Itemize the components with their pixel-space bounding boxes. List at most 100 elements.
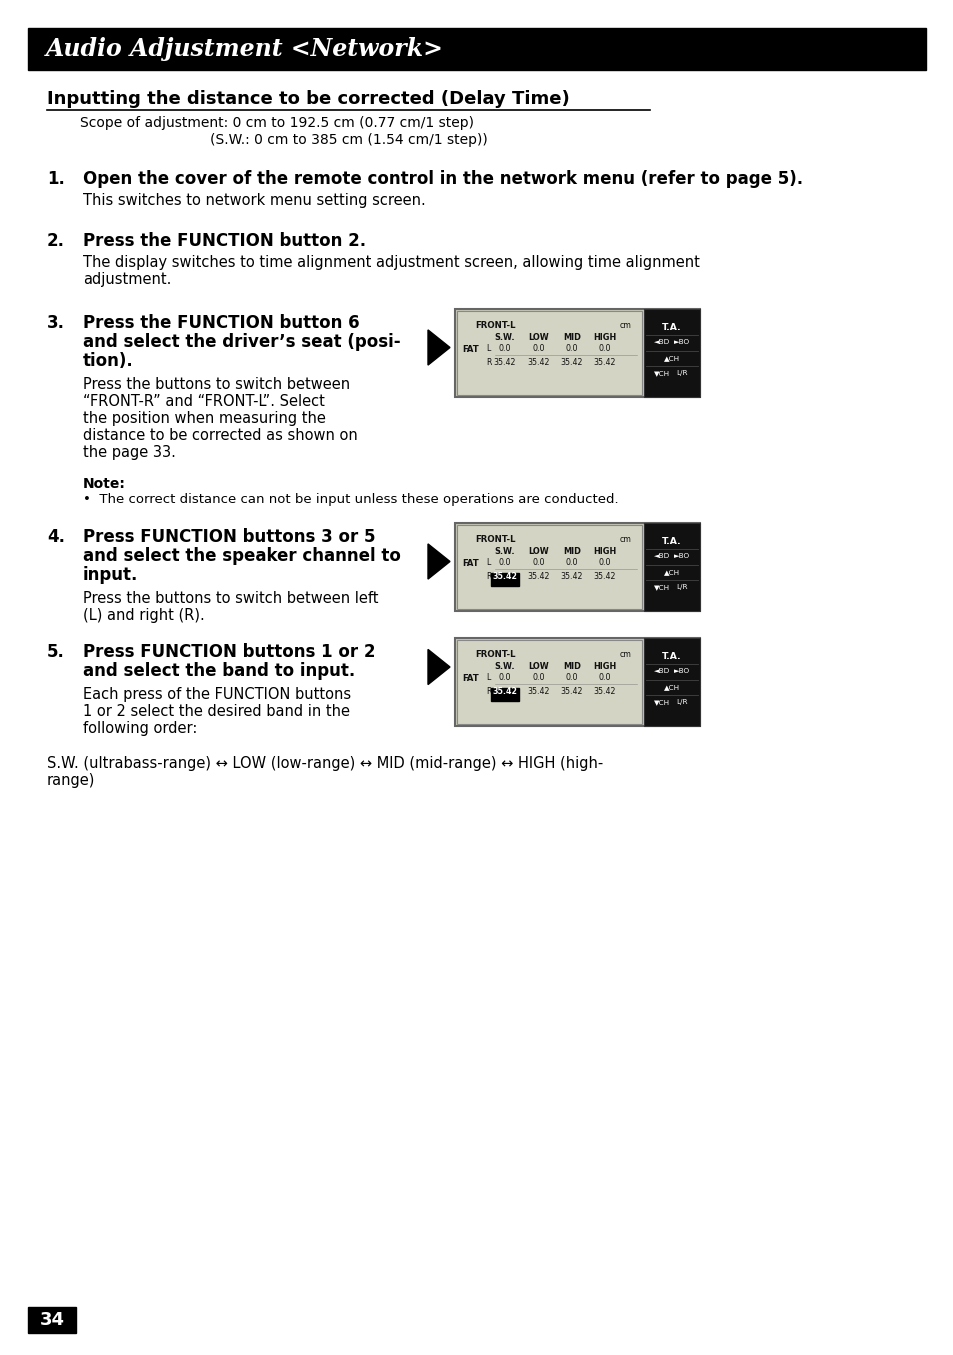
Text: 0.0: 0.0: [498, 344, 511, 354]
Text: LOW: LOW: [528, 663, 549, 671]
Text: 0.0: 0.0: [532, 558, 545, 566]
Text: and select the speaker channel to: and select the speaker channel to: [83, 547, 400, 565]
Text: Press FUNCTION buttons 3 or 5: Press FUNCTION buttons 3 or 5: [83, 528, 375, 546]
Text: Scope of adjustment: 0 cm to 192.5 cm (0.77 cm/1 step): Scope of adjustment: 0 cm to 192.5 cm (0…: [80, 117, 474, 130]
Text: ▼CH: ▼CH: [653, 699, 669, 705]
Text: MID: MID: [562, 547, 580, 556]
Text: ◄BD: ◄BD: [653, 553, 669, 560]
Text: HIGH: HIGH: [593, 547, 616, 556]
Text: T.A.: T.A.: [661, 537, 681, 546]
Text: S.W.: S.W.: [495, 333, 515, 341]
Text: adjustment.: adjustment.: [83, 272, 172, 287]
Text: and select the driver’s seat (posi-: and select the driver’s seat (posi-: [83, 333, 400, 351]
Text: Inputting the distance to be corrected (Delay Time): Inputting the distance to be corrected (…: [47, 89, 569, 108]
Text: LOW: LOW: [528, 547, 549, 556]
Text: 0.0: 0.0: [598, 344, 611, 354]
Polygon shape: [428, 543, 450, 579]
Text: ◄BD: ◄BD: [653, 668, 669, 673]
Text: 0.0: 0.0: [565, 558, 578, 566]
Text: ►BO: ►BO: [673, 553, 689, 560]
Bar: [491, 573, 518, 585]
Text: FRONT-L: FRONT-L: [475, 650, 515, 659]
Text: 35.42: 35.42: [593, 572, 616, 581]
Text: ▼CH: ▼CH: [653, 584, 669, 589]
Text: (L) and right (R).: (L) and right (R).: [83, 608, 205, 623]
Text: 3.: 3.: [47, 314, 65, 332]
Text: R: R: [485, 572, 491, 581]
Bar: [456, 312, 641, 396]
Text: 35.42: 35.42: [560, 358, 582, 367]
Text: cm: cm: [619, 321, 631, 331]
Bar: [28, 28, 925, 70]
Text: ▲CH: ▲CH: [663, 355, 679, 360]
Text: 5.: 5.: [47, 644, 65, 661]
Text: 35.42: 35.42: [593, 358, 616, 367]
Text: Press the buttons to switch between: Press the buttons to switch between: [83, 377, 350, 392]
Bar: [455, 638, 700, 726]
Text: 34: 34: [39, 1312, 65, 1329]
Text: FAT: FAT: [461, 560, 478, 568]
Text: 35.42: 35.42: [593, 687, 616, 696]
Bar: [456, 640, 641, 724]
Text: 0.0: 0.0: [498, 673, 511, 682]
Bar: [28, 1308, 76, 1333]
Text: MID: MID: [562, 663, 580, 671]
Text: L/R: L/R: [676, 584, 687, 589]
Text: 1.: 1.: [47, 169, 65, 188]
Text: FAT: FAT: [461, 346, 478, 354]
Text: MID: MID: [562, 333, 580, 341]
Text: distance to be corrected as shown on: distance to be corrected as shown on: [83, 428, 357, 443]
Text: 2.: 2.: [47, 232, 65, 251]
Text: ►BO: ►BO: [673, 339, 689, 346]
Text: ►BO: ►BO: [673, 668, 689, 673]
Text: 35.42: 35.42: [560, 687, 582, 696]
Text: L/R: L/R: [676, 699, 687, 705]
Text: S.W.: S.W.: [495, 663, 515, 671]
Text: (S.W.: 0 cm to 385 cm (1.54 cm/1 step)): (S.W.: 0 cm to 385 cm (1.54 cm/1 step)): [210, 133, 487, 146]
Bar: [643, 523, 700, 611]
Text: “FRONT-R” and “FRONT-L”. Select: “FRONT-R” and “FRONT-L”. Select: [83, 394, 325, 409]
Polygon shape: [428, 329, 450, 364]
Text: 0.0: 0.0: [532, 344, 545, 354]
Bar: [455, 523, 700, 611]
Text: tion).: tion).: [83, 352, 133, 370]
Text: 0.0: 0.0: [532, 673, 545, 682]
Text: LOW: LOW: [528, 333, 549, 341]
Bar: [455, 309, 700, 397]
Text: 35.42: 35.42: [560, 572, 582, 581]
Text: 35.42: 35.42: [492, 572, 517, 581]
Text: T.A.: T.A.: [661, 322, 681, 332]
Text: the position when measuring the: the position when measuring the: [83, 411, 326, 425]
Text: HIGH: HIGH: [593, 333, 616, 341]
Text: Press the buttons to switch between left: Press the buttons to switch between left: [83, 591, 378, 606]
Bar: [643, 638, 700, 726]
Text: range): range): [47, 772, 95, 789]
Text: the page 33.: the page 33.: [83, 444, 175, 459]
Text: This switches to network menu setting screen.: This switches to network menu setting sc…: [83, 192, 425, 209]
Text: Note:: Note:: [83, 477, 126, 491]
Text: Audio Adjustment <Network>: Audio Adjustment <Network>: [46, 37, 443, 61]
Bar: [456, 524, 641, 608]
Text: ◄BD: ◄BD: [653, 339, 669, 346]
Text: FRONT-L: FRONT-L: [475, 535, 515, 543]
Text: Press FUNCTION buttons 1 or 2: Press FUNCTION buttons 1 or 2: [83, 644, 375, 661]
Text: ▼CH: ▼CH: [653, 370, 669, 375]
Text: Press the FUNCTION button 6: Press the FUNCTION button 6: [83, 314, 359, 332]
Text: 35.42: 35.42: [494, 358, 516, 367]
Text: FAT: FAT: [461, 673, 478, 683]
Bar: [491, 688, 518, 701]
Text: ▲CH: ▲CH: [663, 684, 679, 690]
Text: cm: cm: [619, 650, 631, 659]
Text: •  The correct distance can not be input unless these operations are conducted.: • The correct distance can not be input …: [83, 493, 618, 505]
Text: 0.0: 0.0: [598, 673, 611, 682]
Text: R: R: [485, 687, 491, 696]
Text: R: R: [485, 358, 491, 367]
Text: T.A.: T.A.: [661, 652, 681, 661]
Text: input.: input.: [83, 566, 138, 584]
Text: 35.42: 35.42: [527, 572, 550, 581]
Text: 0.0: 0.0: [498, 558, 511, 566]
Text: HIGH: HIGH: [593, 663, 616, 671]
Text: FRONT-L: FRONT-L: [475, 321, 515, 331]
Text: Each press of the FUNCTION buttons: Each press of the FUNCTION buttons: [83, 687, 351, 702]
Text: cm: cm: [619, 535, 631, 543]
